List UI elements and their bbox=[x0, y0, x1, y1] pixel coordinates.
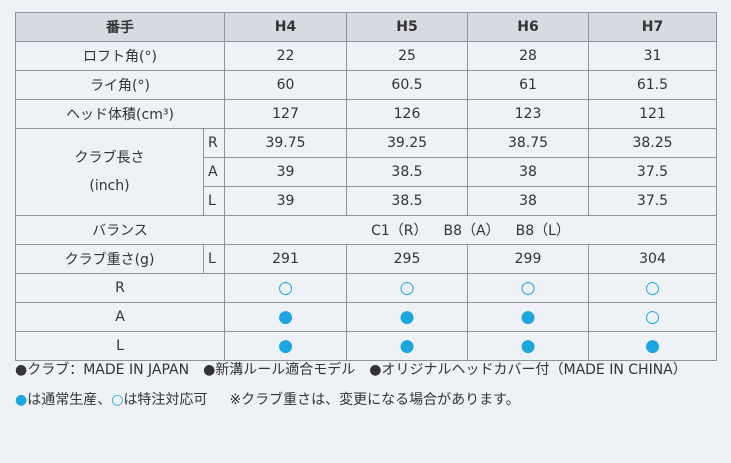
value-cell: 39.25 bbox=[346, 128, 468, 158]
flex-cell: A bbox=[203, 157, 225, 187]
value-cell: 304 bbox=[588, 244, 717, 274]
spec-table: 番手 H4 H5 H6 H7 ロフト角(°) 22 25 28 31 ライ角(°) 60 60.5 61 6… bbox=[15, 12, 717, 361]
row-label: ヘッド体積(cm³) bbox=[15, 99, 225, 129]
table-row: クラブ長さ (inch) R 39.75 39.25 38.75 38.25 bbox=[15, 128, 717, 216]
value-cell: 39 bbox=[224, 186, 347, 216]
balance-cell: C1（R） B8（A） B8（L） bbox=[224, 215, 717, 245]
flex-cell: L bbox=[203, 244, 225, 274]
table-row: A 39 38.5 38 37.5 bbox=[16, 157, 717, 187]
notes-line: ●は通常生産、○は特注対応可 ※クラブ重さは、変更になる場合があります。 bbox=[15, 387, 715, 413]
legend-text: は通常生産、 bbox=[27, 392, 112, 408]
caution: ※クラブ重さは、変更になる場合があります。 bbox=[229, 392, 520, 408]
availability-cell: ○ bbox=[588, 302, 717, 332]
value-cell: 39 bbox=[224, 157, 347, 187]
value-cell: 37.5 bbox=[588, 186, 717, 216]
value-cell: 28 bbox=[467, 41, 589, 71]
table-row: ロフト角(°) 22 25 28 31 bbox=[15, 41, 717, 71]
value-cell: 38 bbox=[467, 186, 589, 216]
row-label: R bbox=[15, 273, 225, 303]
value-cell: 38.5 bbox=[346, 157, 468, 187]
flex-cell: L bbox=[203, 186, 225, 216]
label-line: クラブ長さ bbox=[74, 150, 145, 166]
availability-cell: ○ bbox=[467, 273, 589, 303]
value-cell: 60.5 bbox=[346, 70, 468, 100]
value-cell: 291 bbox=[224, 244, 347, 274]
notes: ●クラブ：MADE IN JAPAN ●新溝ルール適合モデル ●オリジナルヘッドカバ… bbox=[15, 357, 715, 413]
header-cell: H4 bbox=[224, 12, 347, 42]
value-cell: 22 bbox=[224, 41, 347, 71]
availability-cell: ● bbox=[346, 331, 468, 361]
value-cell: 38.75 bbox=[467, 128, 589, 158]
row-label: クラブ重さ(g) bbox=[15, 244, 204, 274]
legend-text: は特注対応可 bbox=[123, 392, 208, 408]
value-cell: 39.75 bbox=[224, 128, 347, 158]
value-cell: 127 bbox=[224, 99, 347, 129]
value-cell: 123 bbox=[467, 99, 589, 129]
table-row: 番手 H4 H5 H6 H7 bbox=[15, 12, 717, 42]
availability-cell: ● bbox=[467, 331, 589, 361]
header-cell: H6 bbox=[467, 12, 589, 42]
availability-cell: ○ bbox=[346, 273, 468, 303]
balance-value: B8（L） bbox=[515, 223, 570, 239]
table-row: L ● ● ● ● bbox=[15, 331, 717, 361]
table-row: L 39 38.5 38 37.5 bbox=[16, 186, 717, 216]
header-cell: 番手 bbox=[15, 12, 225, 42]
availability-cell: ● bbox=[588, 331, 717, 361]
value-cell: 38.25 bbox=[588, 128, 717, 158]
table-row: ライ角(°) 60 60.5 61 61.5 bbox=[15, 70, 717, 100]
table-row: R ○ ○ ○ ○ bbox=[15, 273, 717, 303]
note-item: ●オリジナルヘッドカバー付（MADE IN CHINA） bbox=[369, 362, 687, 378]
table-row: クラブ重さ(g) L 291 295 299 304 bbox=[15, 244, 717, 274]
legend-mark: ● bbox=[15, 392, 28, 408]
balance-value: B8（A） bbox=[443, 223, 500, 239]
value-cell: 299 bbox=[467, 244, 589, 274]
note-item: ●クラブ：MADE IN JAPAN bbox=[15, 362, 190, 378]
row-label: クラブ長さ (inch) bbox=[15, 128, 204, 216]
value-cell: 31 bbox=[588, 41, 717, 71]
value-cell: 38.5 bbox=[346, 186, 468, 216]
table-row: バランス C1（R） B8（A） B8（L） bbox=[15, 215, 717, 245]
value-cell: 126 bbox=[346, 99, 468, 129]
notes-line: ●クラブ：MADE IN JAPAN ●新溝ルール適合モデル ●オリジナルヘッドカバ… bbox=[15, 357, 715, 383]
row-label: L bbox=[15, 331, 225, 361]
value-cell: 295 bbox=[346, 244, 468, 274]
availability-cell: ● bbox=[224, 302, 347, 332]
table-row: A ● ● ● ○ bbox=[15, 302, 717, 332]
balance-value: C1（R） bbox=[371, 223, 428, 239]
availability-cell: ○ bbox=[588, 273, 717, 303]
value-cell: 61.5 bbox=[588, 70, 717, 100]
table-row: ヘッド体積(cm³) 127 126 123 121 bbox=[15, 99, 717, 129]
row-label: バランス bbox=[15, 215, 225, 245]
value-cell: 25 bbox=[346, 41, 468, 71]
label-line: (inch) bbox=[89, 178, 130, 194]
note-item: ●新溝ルール適合モデル bbox=[203, 362, 356, 378]
availability-cell: ● bbox=[224, 331, 347, 361]
value-cell: 60 bbox=[224, 70, 347, 100]
header-cell: H7 bbox=[588, 12, 717, 42]
header-cell: H5 bbox=[346, 12, 468, 42]
row-label: A bbox=[15, 302, 225, 332]
availability-cell: ● bbox=[346, 302, 468, 332]
value-cell: 38 bbox=[467, 157, 589, 187]
value-cell: 61 bbox=[467, 70, 589, 100]
availability-cell: ○ bbox=[224, 273, 347, 303]
row-label: ロフト角(°) bbox=[15, 41, 225, 71]
flex-cell: R bbox=[203, 128, 225, 158]
availability-cell: ● bbox=[467, 302, 589, 332]
row-label: ライ角(°) bbox=[15, 70, 225, 100]
value-cell: 121 bbox=[588, 99, 717, 129]
legend-mark: ○ bbox=[111, 392, 124, 408]
value-cell: 37.5 bbox=[588, 157, 717, 187]
